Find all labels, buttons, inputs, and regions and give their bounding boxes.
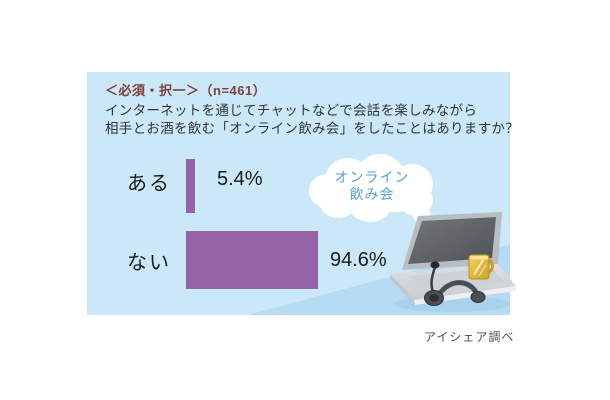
question-line-2: 相手とお酒を飲む「オンライン飲み会」をしたことはありますか？ (105, 121, 519, 136)
survey-chart-panel: ＜必須・択一＞（n=461） インターネットを通じてチャットなどで会話を楽しみな… (87, 72, 519, 315)
value-label-aru: 5.4% (217, 168, 263, 190)
category-label-nai: ない (127, 252, 171, 274)
source-caption: アイシェア調べ (424, 330, 515, 344)
laptop-screen (408, 217, 496, 264)
bubble-line-2: 飲み会 (349, 186, 395, 202)
bar-nai (186, 231, 318, 289)
question-line-1: インターネットを通じてチャットなどで会話を楽しみながら (105, 103, 478, 118)
survey-condition-header: ＜必須・択一＞（n=461） (105, 83, 267, 98)
bubble-text: オンライン 飲み会 (313, 169, 431, 203)
bubble-line-1: オンライン (334, 169, 410, 185)
laptop-headset-illustration (390, 212, 516, 312)
beer-mug-icon (468, 254, 494, 280)
bar-aru (186, 159, 195, 213)
value-label-nai: 94.6% (330, 249, 387, 271)
speech-bubble-cloud: オンライン 飲み会 (309, 154, 437, 229)
category-label-aru: ある (127, 173, 171, 195)
laptop-left-edge (390, 274, 415, 305)
headset-icon (424, 261, 486, 306)
